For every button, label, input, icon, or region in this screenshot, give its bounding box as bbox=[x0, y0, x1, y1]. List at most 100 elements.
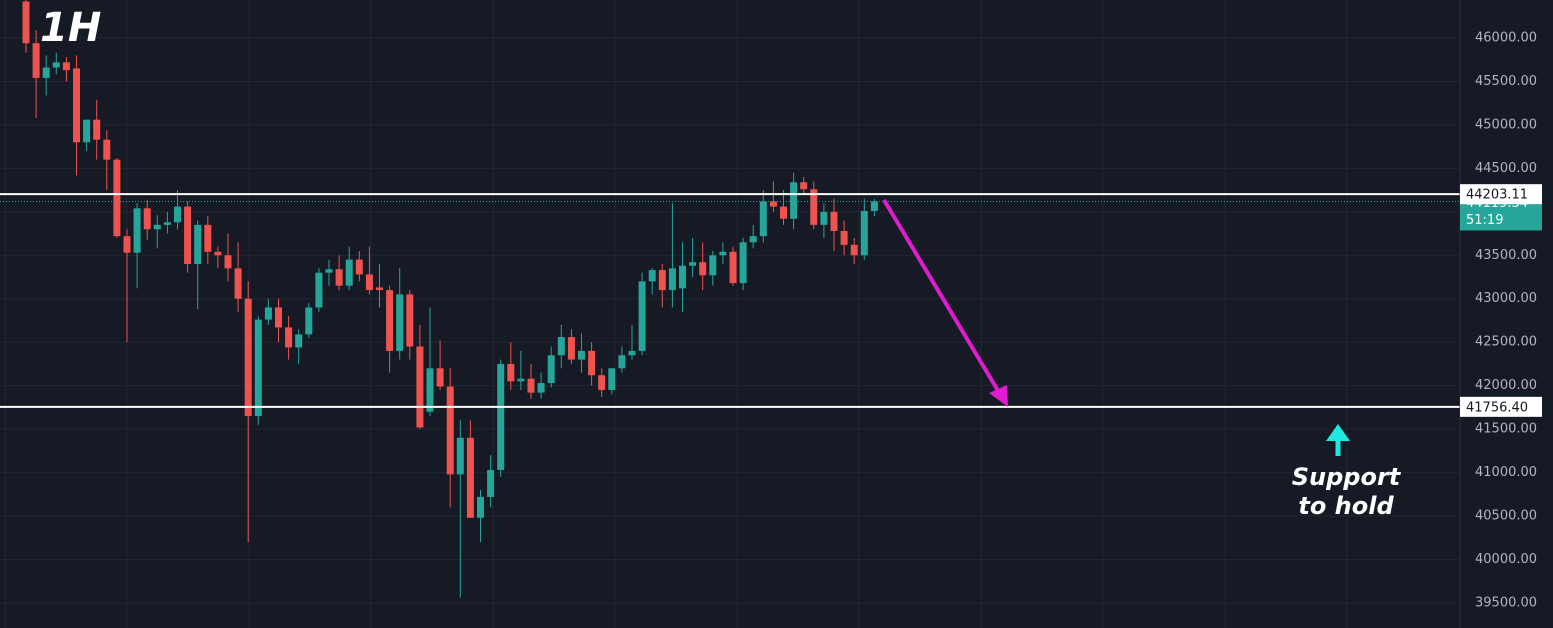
candle-body bbox=[689, 262, 697, 266]
candle-body bbox=[214, 251, 222, 256]
candle-body bbox=[264, 307, 272, 320]
candle-body bbox=[860, 210, 868, 256]
candle-body bbox=[345, 259, 353, 286]
candle-body bbox=[578, 350, 585, 360]
candle-body bbox=[800, 182, 808, 190]
candle-body bbox=[113, 159, 121, 237]
plot bbox=[0, 0, 1460, 598]
candle-body bbox=[426, 368, 434, 412]
candle-body bbox=[32, 43, 40, 78]
candle-body bbox=[507, 363, 515, 382]
candle-body bbox=[315, 272, 323, 308]
candle-body bbox=[365, 274, 373, 291]
candle-body bbox=[83, 119, 91, 143]
candle-body bbox=[547, 355, 555, 384]
candle-body bbox=[487, 469, 495, 497]
down-arrowhead bbox=[989, 385, 1008, 407]
candle-body bbox=[780, 206, 787, 219]
y-tick-label: 43500.00 bbox=[1475, 248, 1537, 263]
annotation-line: Support bbox=[1292, 463, 1402, 491]
candle-body bbox=[254, 319, 262, 417]
candle-body bbox=[810, 189, 818, 225]
candle-body bbox=[850, 244, 858, 256]
candle-body bbox=[456, 437, 464, 475]
candle-body bbox=[790, 182, 798, 219]
candle-body bbox=[729, 251, 737, 284]
candle-body bbox=[608, 368, 616, 391]
candle-body bbox=[739, 242, 747, 284]
candle-body bbox=[709, 255, 717, 276]
candle-body bbox=[244, 298, 252, 417]
candle-body bbox=[143, 208, 151, 230]
level-label: 44203.11 bbox=[1466, 188, 1528, 203]
level-label: 41756.40 bbox=[1466, 400, 1528, 415]
y-tick-label: 39500.00 bbox=[1475, 595, 1537, 610]
candle-body bbox=[618, 355, 626, 369]
candle-body bbox=[62, 62, 70, 71]
candle-body bbox=[477, 496, 484, 518]
candle-body bbox=[628, 350, 636, 356]
candle-body bbox=[52, 62, 60, 68]
candle-body bbox=[436, 368, 444, 387]
candle-body bbox=[224, 255, 232, 269]
candle-body bbox=[42, 67, 50, 78]
candle-body bbox=[305, 307, 313, 335]
candle-body bbox=[466, 437, 474, 518]
candle-body bbox=[830, 211, 838, 231]
candle-body bbox=[153, 224, 161, 230]
candle-body bbox=[386, 290, 394, 351]
candle-body bbox=[184, 206, 192, 264]
up-arrowhead bbox=[1326, 424, 1350, 441]
candle-body bbox=[567, 336, 575, 360]
y-tick-label: 46000.00 bbox=[1475, 30, 1537, 45]
candle-body bbox=[123, 236, 131, 253]
price-axis: 46500.00 46000.00 45500.00 45000.00 44500.00… bbox=[1460, 0, 1542, 610]
candle-body bbox=[376, 287, 383, 291]
candle-body bbox=[527, 378, 535, 393]
candle-body bbox=[759, 201, 767, 237]
candle-body bbox=[103, 139, 111, 160]
candle-body bbox=[234, 268, 242, 299]
candle-body bbox=[275, 307, 282, 328]
y-tick-label: 42000.00 bbox=[1475, 378, 1537, 393]
candle-body bbox=[719, 251, 727, 256]
candle-body bbox=[93, 119, 101, 140]
candle-body bbox=[497, 363, 505, 470]
candle-body bbox=[204, 224, 212, 252]
candle-body bbox=[163, 222, 171, 225]
candle-body bbox=[73, 68, 80, 143]
candle-body bbox=[668, 268, 676, 291]
candle-body bbox=[295, 334, 303, 348]
candle-body bbox=[820, 211, 828, 225]
y-tick-label: 44500.00 bbox=[1475, 161, 1537, 176]
candle-body bbox=[194, 224, 202, 264]
candle-body bbox=[588, 350, 596, 376]
candle-body bbox=[446, 386, 454, 475]
countdown-label: 51:19 bbox=[1466, 213, 1503, 228]
candle-body bbox=[335, 269, 343, 286]
level-box bbox=[1460, 396, 1542, 417]
y-tick-label: 41500.00 bbox=[1475, 422, 1537, 437]
candle-body bbox=[638, 281, 646, 351]
candle-body bbox=[598, 375, 606, 391]
candle-body bbox=[517, 378, 525, 382]
candle-body bbox=[174, 206, 181, 223]
level-box bbox=[1460, 184, 1542, 205]
candle-body bbox=[22, 1, 30, 44]
candle-body bbox=[396, 294, 404, 351]
candle-body bbox=[769, 201, 777, 207]
candle-body bbox=[840, 230, 848, 245]
candle-body bbox=[870, 201, 878, 211]
candle-body bbox=[416, 346, 424, 428]
y-tick-label: 45500.00 bbox=[1475, 74, 1537, 89]
y-tick-label: 40500.00 bbox=[1475, 509, 1537, 524]
y-tick-label: 46500.00 bbox=[1475, 0, 1537, 2]
y-tick-label: 40000.00 bbox=[1475, 552, 1537, 567]
timeframe-title: 1H bbox=[40, 5, 101, 51]
candle-body bbox=[537, 383, 545, 393]
y-tick-label: 43000.00 bbox=[1475, 291, 1537, 306]
candle-body bbox=[133, 208, 141, 253]
y-tick-label: 42500.00 bbox=[1475, 335, 1537, 350]
